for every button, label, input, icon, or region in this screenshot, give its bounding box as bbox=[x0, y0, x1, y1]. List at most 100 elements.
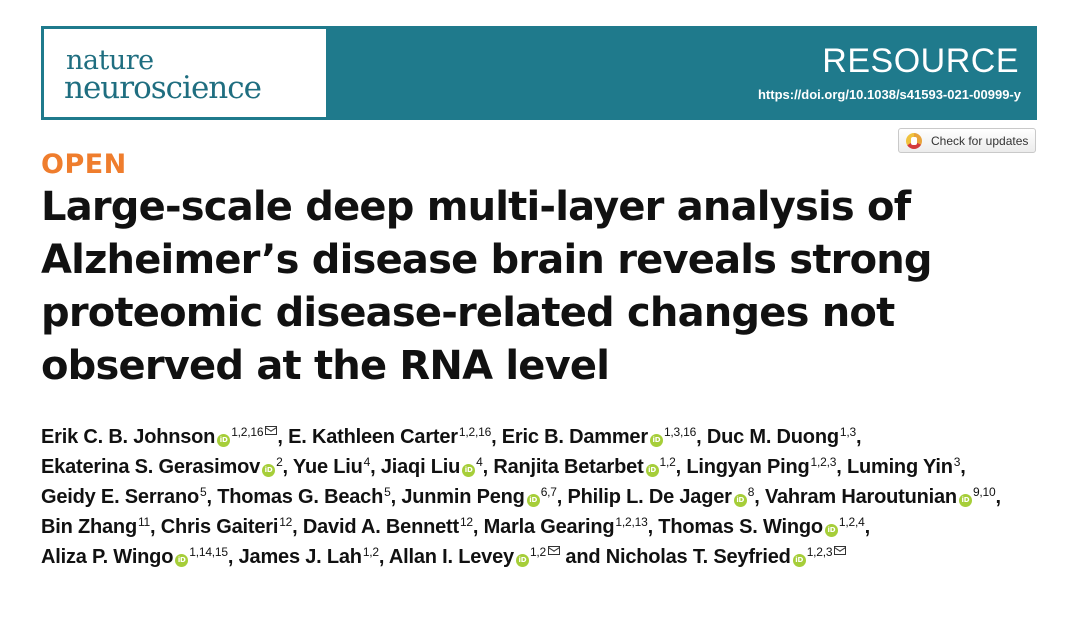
check-for-updates-label: Check for updates bbox=[931, 133, 1029, 148]
author: Eric B. Dammer iD1,3,16 bbox=[501, 425, 697, 448]
author-name[interactable]: Lingyan Ping bbox=[686, 456, 810, 478]
author-separator: , bbox=[696, 426, 707, 448]
author: David A. Bennett12 bbox=[303, 516, 473, 538]
author-name[interactable]: Luming Yin bbox=[846, 456, 953, 478]
author-name[interactable]: Aliza P. Wingo bbox=[41, 546, 174, 568]
author-separator: , bbox=[150, 516, 161, 538]
author-affiliations: 1,3 bbox=[839, 425, 856, 439]
email-icon[interactable] bbox=[265, 426, 278, 435]
author-name[interactable]: Yue Liu bbox=[292, 456, 363, 478]
author-name[interactable]: Ranjita Betarbet bbox=[493, 456, 644, 478]
author-name[interactable]: Allan I. Levey bbox=[388, 546, 514, 568]
author-separator: , bbox=[836, 456, 847, 478]
author: Ranjita Betarbet iD1,2 bbox=[493, 456, 675, 478]
journal-logo-line1: nature bbox=[66, 45, 154, 76]
author: Chris Gaiteri12 bbox=[160, 515, 293, 538]
author: Geidy E. Serrano5 bbox=[41, 485, 207, 508]
orcid-icon[interactable]: iD bbox=[958, 494, 972, 507]
author: Luming Yin3 bbox=[847, 456, 960, 478]
author-separator: , bbox=[390, 486, 402, 508]
orcid-icon[interactable]: iD bbox=[526, 494, 540, 507]
article-type-label: RESOURCE bbox=[822, 42, 1019, 80]
author-name[interactable]: Eric B. Dammer bbox=[501, 426, 648, 448]
author-affiliations: 1,3,16 bbox=[663, 425, 697, 439]
author: Aliza P. Wingo iD1,14,15 bbox=[41, 546, 228, 568]
author-list: Erik C. B. Johnson iD1,2,16, E. Kathleen … bbox=[41, 422, 1051, 572]
author: Duc M. Duong1,3 bbox=[707, 426, 856, 448]
author-name[interactable]: Thomas S. Wingo bbox=[658, 516, 823, 538]
author-affiliations: 1,2,13 bbox=[615, 515, 648, 529]
orcid-icon[interactable]: iD bbox=[824, 524, 838, 537]
author: E. Kathleen Carter1,2,16 bbox=[288, 426, 491, 448]
author-name[interactable]: Jiaqi Liu bbox=[380, 456, 461, 478]
author-separator: , bbox=[378, 546, 389, 568]
author-affiliations: 8 bbox=[747, 485, 755, 499]
author-affiliations: 1,2,3 bbox=[806, 545, 833, 559]
author-affiliations: 1,2 bbox=[659, 455, 676, 469]
journal-header-banner: nature neuroscience RESOURCE https://doi… bbox=[41, 26, 1037, 120]
author-separator: , bbox=[277, 426, 289, 448]
author: Allan I. Levey iD1,2 bbox=[388, 545, 561, 568]
orcid-icon[interactable]: iD bbox=[649, 434, 663, 447]
author-separator: , bbox=[282, 456, 293, 478]
author-name[interactable]: Geidy E. Serrano bbox=[41, 486, 199, 508]
author: Yue Liu4 bbox=[293, 456, 370, 478]
orcid-icon[interactable]: iD bbox=[217, 434, 231, 447]
author-name[interactable]: Erik C. B. Johnson bbox=[41, 426, 216, 448]
orcid-icon[interactable]: iD bbox=[733, 494, 747, 507]
author-affiliations: 2 bbox=[276, 455, 283, 469]
author-name[interactable]: Ekaterina S. Gerasimov bbox=[41, 456, 261, 478]
author-separator: , bbox=[227, 546, 239, 568]
article-title: Large-scale deep multi-layer analysis of… bbox=[41, 184, 933, 389]
author-name[interactable]: Thomas G. Beach bbox=[217, 486, 384, 508]
author-separator: , bbox=[675, 456, 687, 478]
author-separator: , bbox=[491, 426, 502, 448]
email-icon[interactable] bbox=[834, 546, 847, 555]
orcid-icon[interactable]: iD bbox=[645, 464, 659, 477]
author-affiliations: 5 bbox=[199, 485, 207, 499]
orcid-icon[interactable]: iD bbox=[175, 554, 189, 567]
email-icon[interactable] bbox=[548, 546, 561, 555]
author-affiliations: 12 bbox=[279, 515, 293, 529]
author-affiliations: 1,2 bbox=[529, 545, 547, 559]
author-name[interactable]: David A. Bennett bbox=[302, 516, 459, 538]
author-affiliations: 4 bbox=[363, 455, 371, 469]
orcid-icon[interactable]: iD bbox=[515, 554, 529, 567]
author-affiliations: 6,7 bbox=[540, 485, 557, 499]
author-separator: , bbox=[292, 516, 303, 538]
orcid-icon[interactable]: iD bbox=[462, 464, 476, 477]
author-affiliations: 1,14,15 bbox=[189, 545, 228, 559]
author-separator: , bbox=[556, 486, 568, 508]
author-separator: , bbox=[864, 516, 871, 538]
author-separator: , bbox=[647, 516, 659, 538]
orcid-icon[interactable]: iD bbox=[792, 554, 806, 567]
author: Junmin Peng iD6,7 bbox=[401, 485, 557, 508]
author-separator: , bbox=[206, 486, 218, 508]
author-affiliations: 1,2,3 bbox=[810, 455, 837, 469]
author-name[interactable]: Junmin Peng bbox=[401, 486, 525, 508]
check-for-updates-button[interactable]: Check for updates bbox=[898, 128, 1036, 153]
crossmark-icon bbox=[906, 132, 922, 149]
orcid-icon[interactable]: iD bbox=[262, 464, 276, 477]
author-separator: , bbox=[855, 426, 862, 448]
author: James J. Lah1,2 bbox=[238, 546, 380, 568]
author-name[interactable]: Chris Gaiteri bbox=[160, 516, 279, 538]
author-affiliations: 1,2,16 bbox=[458, 425, 492, 439]
author-separator: , bbox=[995, 486, 1002, 508]
author-name[interactable]: Marla Gearing bbox=[483, 516, 615, 538]
author-separator: , bbox=[960, 456, 966, 478]
author-name[interactable]: Vahram Haroutunian bbox=[764, 486, 957, 508]
author-name[interactable]: E. Kathleen Carter bbox=[288, 426, 458, 448]
author-name[interactable]: Nicholas T. Seyfried bbox=[605, 546, 791, 568]
author-name[interactable]: Bin Zhang bbox=[41, 516, 137, 538]
journal-logo[interactable]: nature neuroscience bbox=[44, 29, 326, 117]
open-access-label: OPEN bbox=[41, 149, 127, 180]
author-name[interactable]: Philip L. De Jager bbox=[567, 486, 732, 508]
author: Vahram Haroutunian iD9,10 bbox=[765, 486, 996, 508]
doi-link[interactable]: https://doi.org/10.1038/s41593-021-00999… bbox=[757, 87, 1021, 102]
author-affiliations: 5 bbox=[384, 485, 391, 499]
author-affiliations: 1,2,4 bbox=[838, 515, 865, 529]
author-separator: , bbox=[370, 456, 381, 478]
author-name[interactable]: James J. Lah bbox=[238, 546, 362, 568]
author-name[interactable]: Duc M. Duong bbox=[706, 426, 839, 448]
